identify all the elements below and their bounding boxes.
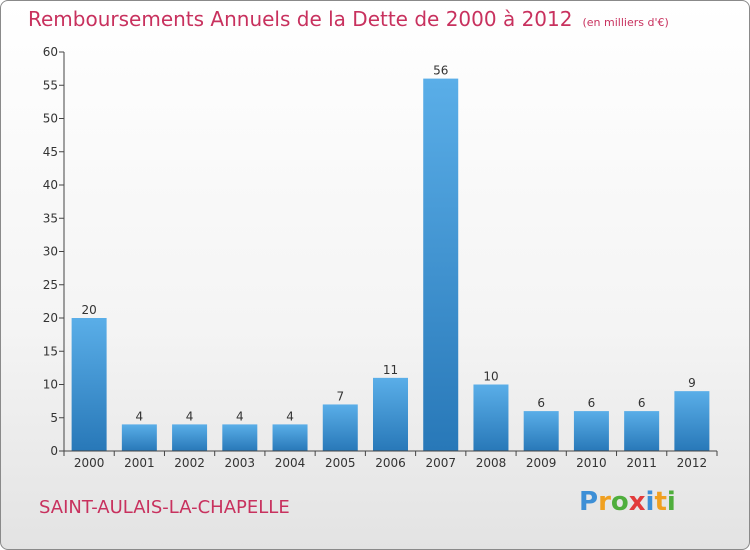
bar-2007: [423, 78, 459, 451]
logo-letter: o: [610, 487, 629, 517]
x-tick-label: 2000: [74, 456, 105, 470]
x-tick-label: 2007: [425, 456, 456, 470]
data-label-2012: 9: [688, 376, 696, 390]
data-label-2002: 4: [186, 409, 194, 423]
data-label-2000: 20: [81, 303, 96, 317]
data-label-2010: 6: [588, 396, 596, 410]
data-label-2003: 4: [236, 409, 244, 423]
data-label-2009: 6: [537, 396, 545, 410]
x-tick-label: 2010: [576, 456, 607, 470]
y-tick-label: 50: [43, 112, 58, 126]
logo-letter: x: [628, 487, 646, 517]
x-tick-label: 2003: [225, 456, 256, 470]
y-tick-label: 35: [43, 211, 58, 225]
data-label-2008: 10: [483, 370, 498, 384]
y-tick-label: 25: [43, 278, 58, 292]
y-tick-label: 60: [43, 45, 58, 59]
bar-2003: [222, 424, 258, 451]
title-text: Remboursements Annuels de la Dette de 20…: [28, 7, 573, 31]
x-axis: 2000 2001 2002 2003 2004 2005 2006 2007 2008 2009…: [63, 450, 718, 470]
y-tick-label: 15: [43, 344, 58, 358]
bar-2008: [473, 384, 509, 451]
data-label-2001: 4: [136, 409, 144, 423]
bar-2002: [172, 424, 208, 451]
y-tick-label: 5: [50, 411, 58, 425]
y-tick-label: 0: [50, 444, 58, 458]
x-tick-label: 2009: [526, 456, 557, 470]
commune-name: SAINT-AULAIS-LA-CHAPELLE: [39, 497, 290, 518]
y-tick-label: 40: [43, 178, 58, 192]
logo-letter: P: [579, 487, 599, 517]
logo-letter: r: [598, 487, 611, 517]
y-tick-label: 45: [43, 145, 58, 159]
bar-2010: [573, 411, 609, 451]
bar-2006: [373, 377, 408, 451]
bars: 20 4 4 4 4 7 11 56 10 6 6 6 9: [71, 64, 710, 451]
y-tick-label: 55: [43, 78, 58, 92]
x-tick-label: 2011: [626, 456, 657, 470]
data-label-2007: 56: [433, 64, 448, 78]
y-tick-label: 10: [43, 378, 58, 392]
logo-letter: i: [666, 487, 676, 517]
x-tick-label: 2001: [124, 456, 155, 470]
y-axis: 0 5 10 15 20 25 30 35 40 45 50 55 60: [43, 45, 65, 458]
logo-letter: t: [654, 487, 667, 517]
proxiti-logo: Proxiti: [579, 487, 676, 517]
bar-2005: [322, 404, 358, 451]
data-label-2005: 7: [336, 389, 344, 403]
x-tick-label: 2005: [325, 456, 356, 470]
bar-2001: [121, 424, 157, 451]
y-tick-label: 20: [43, 311, 58, 325]
x-tick-label: 2004: [275, 456, 306, 470]
data-label-2004: 4: [286, 409, 294, 423]
bar-2012: [674, 391, 710, 451]
x-tick-label: 2006: [375, 456, 406, 470]
bar-2009: [523, 411, 559, 451]
chart-title: Remboursements Annuels de la Dette de 20…: [28, 7, 669, 31]
data-label-2006: 11: [383, 363, 398, 377]
x-tick-label: 2002: [174, 456, 205, 470]
bar-2000: [71, 318, 107, 451]
unit-note: (en milliers d'€): [582, 16, 669, 29]
data-label-2011: 6: [638, 396, 646, 410]
bar-2004: [272, 424, 308, 451]
bar-2011: [624, 411, 660, 451]
y-tick-label: 30: [43, 245, 58, 259]
logo-letter: i: [645, 487, 655, 517]
x-tick-label: 2008: [476, 456, 507, 470]
x-tick-label: 2012: [677, 456, 708, 470]
